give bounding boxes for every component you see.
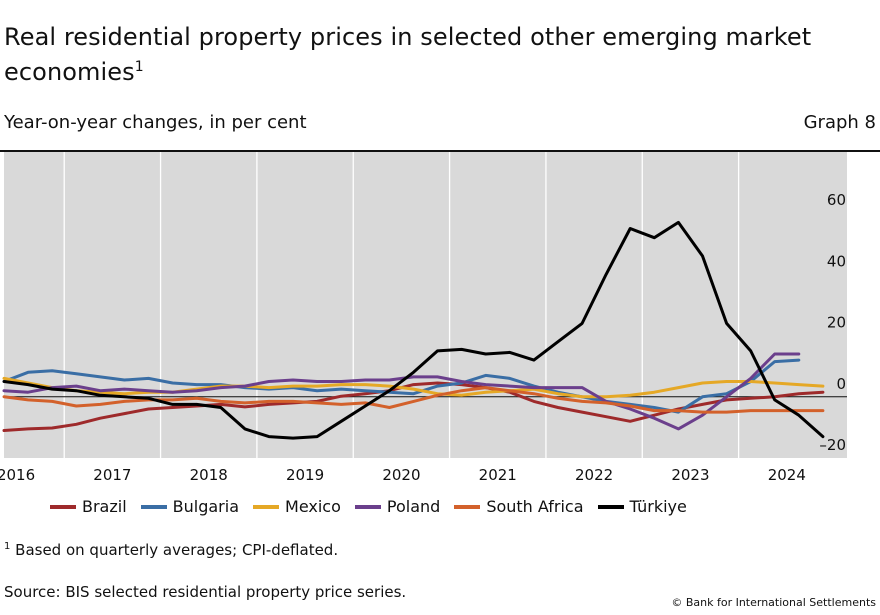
y-axis-tick-labels: 60 40 20 0 –20 (819, 191, 846, 454)
chart-legend: Brazil Bulgaria Mexico Poland South Africa Tü… (50, 497, 701, 516)
x-axis-tick-labels: 2016 2017 2018 2019 2020 2021 2022 2023 2024 (0, 466, 806, 484)
x-tick-label: 2018 (190, 466, 228, 484)
x-tick-label: 2024 (768, 466, 806, 484)
x-tick-label: 2017 (93, 466, 131, 484)
legend-swatch (253, 504, 280, 509)
series-line-poland (2, 352, 801, 431)
source-note: Source: BIS selected residential propert… (4, 583, 407, 601)
legend-item: Poland (354, 497, 441, 516)
graph-number: Graph 8 (803, 112, 876, 133)
x-tick-label: 2021 (479, 466, 517, 484)
footnote-marker: 1 (4, 541, 11, 552)
series-layer (2, 220, 825, 440)
legend-label: Poland (386, 497, 441, 516)
legend-item: Mexico (253, 497, 341, 516)
series-line-south-africa (2, 386, 825, 414)
x-tick-label: 2020 (382, 466, 420, 484)
y-tick-label: –20 (819, 436, 846, 454)
y-tick-label: 0 (836, 375, 846, 393)
y-tick-label: 40 (827, 252, 846, 270)
x-tick-label: 2019 (286, 466, 324, 484)
legend-label: Bulgaria (172, 497, 240, 516)
plot-area (4, 152, 847, 458)
chart-title-text: Real residential property prices in sele… (4, 23, 812, 86)
x-tick-label: 2023 (671, 466, 709, 484)
legend-swatch (454, 504, 481, 509)
series-line-mexico (2, 376, 825, 399)
legend-label: Mexico (285, 497, 341, 516)
chart-title: Real residential property prices in sele… (4, 20, 880, 90)
legend-item: Türkiye (597, 497, 687, 516)
legend-label: South Africa (486, 497, 584, 516)
y-tick-label: 20 (827, 314, 846, 332)
top-rule (0, 150, 880, 152)
y-tick-label: 60 (827, 191, 846, 209)
legend-item: Brazil (50, 497, 127, 516)
x-tick-label: 2022 (575, 466, 613, 484)
legend-swatch (50, 504, 76, 509)
legend-item: Bulgaria (140, 497, 240, 516)
legend-swatch (597, 504, 624, 509)
series-line-t-rkiye (2, 220, 825, 440)
title-footnote-marker: 1 (134, 59, 144, 75)
copyright-note: © Bank for International Settlements (671, 596, 876, 609)
footnote: 1 Based on quarterly averages; CPI-defla… (4, 541, 338, 559)
legend-swatch (140, 504, 167, 509)
legend-label: Türkiye (629, 497, 687, 516)
legend-swatch (354, 504, 381, 509)
chart-subtitle: Year-on-year changes, in per cent (4, 112, 307, 133)
legend-label: Brazil (82, 497, 127, 516)
footnote-text: Based on quarterly averages; CPI-deflate… (15, 541, 339, 559)
legend-item: South Africa (454, 497, 584, 516)
x-tick-label: 2016 (0, 466, 35, 484)
